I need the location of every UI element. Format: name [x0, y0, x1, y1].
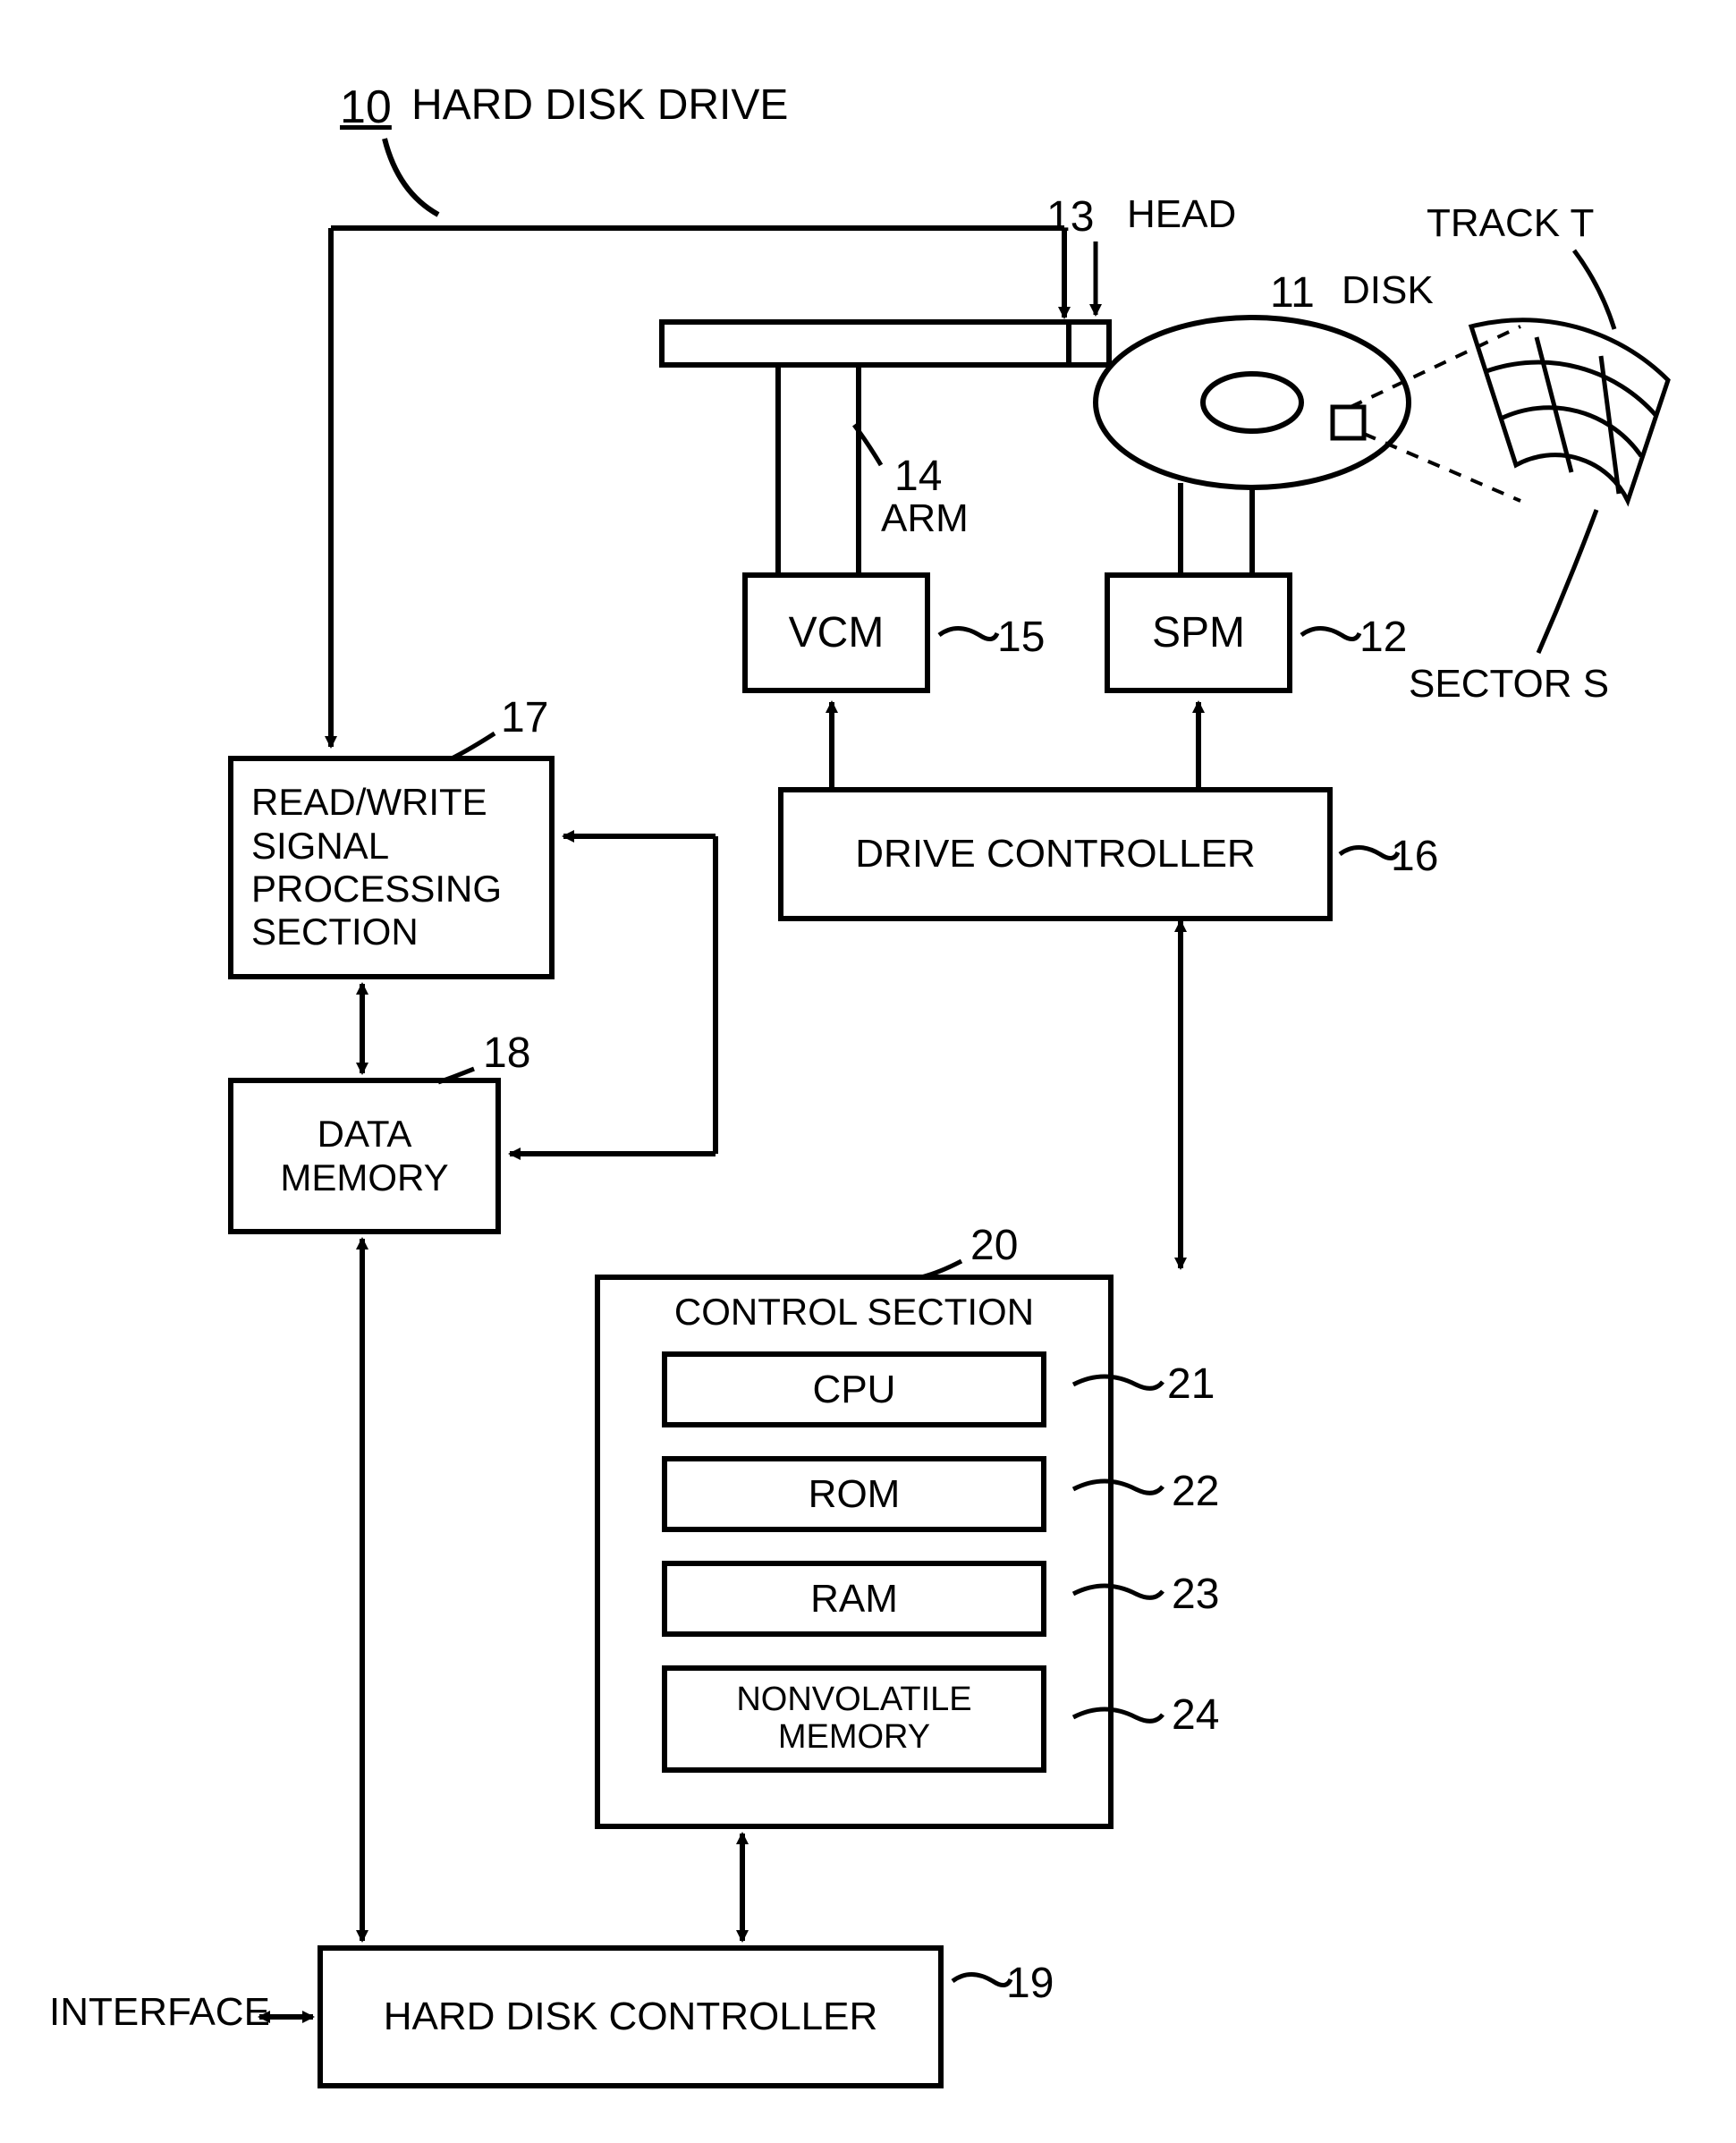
diagram-svg [0, 0, 1736, 2143]
diagram-canvas: 10 HARD DISK DRIVE 13 HEAD TRACK T 11 DI… [0, 0, 1736, 2143]
